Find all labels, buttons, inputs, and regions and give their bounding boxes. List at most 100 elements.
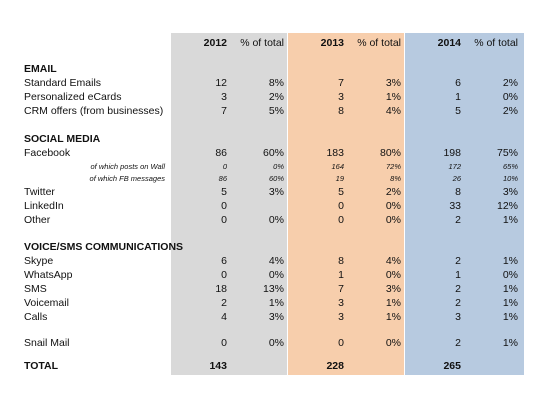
section-title: EMAIL [24, 63, 57, 75]
header-2012: 2012 [203, 37, 227, 49]
pct-2012: 60% [268, 174, 284, 183]
row-label: SMS [24, 283, 47, 295]
value-2013: 5 [338, 186, 344, 198]
pct-2013: 0% [385, 214, 401, 226]
value-2013: 183 [326, 147, 344, 159]
table-row: Other 0 0% 0 0% 2 1% [0, 213, 550, 227]
table-row: Facebook 86 60% 183 80% 198 75% [0, 146, 550, 160]
pct-2013: 0% [385, 200, 401, 212]
table-row: Twitter 5 3% 5 2% 8 3% [0, 185, 550, 199]
row-label: Personalized eCards [24, 91, 122, 103]
header-2013: 2013 [320, 37, 344, 49]
section-title: VOICE/SMS COMMUNICATIONS [24, 241, 184, 253]
table-row-sub: of which FB messages 86 60% 19 8% 26 10% [0, 172, 550, 186]
pct-2012: 60% [262, 147, 284, 159]
table-row-sub: of which posts on Wall 0 0% 164 72% 172 … [0, 160, 550, 174]
pct-2014: 1% [502, 214, 518, 226]
pct-2014: 2% [502, 105, 518, 117]
row-label: Other [24, 214, 51, 226]
total-2012: 143 [209, 360, 227, 372]
value-2013: 8 [338, 105, 344, 117]
value-2014: 172 [448, 162, 461, 171]
table-row: Standard Emails 12 8% 7 3% 6 2% [0, 76, 550, 90]
column-band-2014 [405, 33, 524, 375]
total-2014: 265 [443, 360, 461, 372]
value-2013: 8 [338, 255, 344, 267]
value-2012: 18 [215, 283, 227, 295]
value-2012: 5 [221, 186, 227, 198]
pct-2012: 8% [268, 77, 284, 89]
row-label: Calls [24, 311, 48, 323]
row-label: Standard Emails [24, 77, 102, 89]
value-2013: 19 [335, 174, 344, 183]
pct-2014: 2% [502, 77, 518, 89]
value-2014: 2 [455, 297, 461, 309]
value-2012: 4 [221, 311, 227, 323]
value-2014: 33 [449, 200, 461, 212]
pct-2013: 3% [385, 77, 401, 89]
pct-2013: 1% [385, 91, 401, 103]
value-2014: 5 [455, 105, 461, 117]
value-2012: 6 [221, 255, 227, 267]
row-label: Voicemail [24, 297, 69, 309]
value-2014: 8 [455, 186, 461, 198]
row-label: of which FB messages [89, 174, 165, 183]
value-2014: 26 [452, 174, 461, 183]
pct-2012: 0% [273, 162, 284, 171]
pct-2014: 75% [496, 147, 518, 159]
pct-2014: 1% [502, 297, 518, 309]
value-2013: 3 [338, 297, 344, 309]
pct-2014: 1% [502, 283, 518, 295]
value-2013: 3 [338, 311, 344, 323]
value-2013: 1 [338, 269, 344, 281]
value-2014: 1 [455, 269, 461, 281]
total-row: TOTAL 143 228 265 [0, 359, 550, 373]
pct-2014: 1% [502, 255, 518, 267]
table-row: CRM offers (from businesses) 7 5% 8 4% 5… [0, 104, 550, 118]
pct-2013: 8% [390, 174, 401, 183]
pct-2012: 4% [268, 255, 284, 267]
value-2012: 3 [221, 91, 227, 103]
table-row: Calls 4 3% 3 1% 3 1% [0, 310, 550, 324]
table-row: Personalized eCards 3 2% 3 1% 1 0% [0, 90, 550, 104]
header-pct-2014: % of total [474, 37, 518, 49]
pct-2014: 3% [502, 186, 518, 198]
value-2013: 3 [338, 91, 344, 103]
row-label: CRM offers (from businesses) [24, 105, 164, 117]
pct-2012: 2% [268, 91, 284, 103]
row-label: of which posts on Wall [90, 162, 165, 171]
value-2013: 164 [331, 162, 344, 171]
column-band-2013 [288, 33, 404, 375]
section-title-email: EMAIL [0, 62, 550, 76]
pct-2014: 1% [502, 337, 518, 349]
header-pct-2012: % of total [240, 37, 284, 49]
pct-2012: 5% [268, 105, 284, 117]
section-title-social: SOCIAL MEDIA [0, 132, 550, 146]
pct-2012: 3% [268, 186, 284, 198]
value-2012: 2 [221, 297, 227, 309]
value-2013: 7 [338, 77, 344, 89]
pct-2014: 0% [502, 91, 518, 103]
pct-2014: 12% [496, 200, 518, 212]
total-label: TOTAL [24, 360, 59, 372]
pct-2012: 0% [268, 337, 284, 349]
row-label: Skype [24, 255, 54, 267]
pct-2012: 13% [262, 283, 284, 295]
section-title: SOCIAL MEDIA [24, 133, 101, 145]
column-band-2012 [171, 33, 287, 375]
value-2013: 7 [338, 283, 344, 295]
value-2013: 0 [338, 200, 344, 212]
pct-2012: 3% [268, 311, 284, 323]
table-row: Skype 6 4% 8 4% 2 1% [0, 254, 550, 268]
value-2012: 0 [221, 214, 227, 226]
pct-2013: 0% [385, 337, 401, 349]
value-2014: 2 [455, 337, 461, 349]
header-pct-2013: % of total [357, 37, 401, 49]
value-2013: 0 [338, 337, 344, 349]
value-2014: 6 [455, 77, 461, 89]
pct-2013: 0% [385, 269, 401, 281]
pct-2013: 1% [385, 297, 401, 309]
table-row: WhatsApp 0 0% 1 0% 1 0% [0, 268, 550, 282]
pct-2013: 4% [385, 105, 401, 117]
pct-2013: 1% [385, 311, 401, 323]
